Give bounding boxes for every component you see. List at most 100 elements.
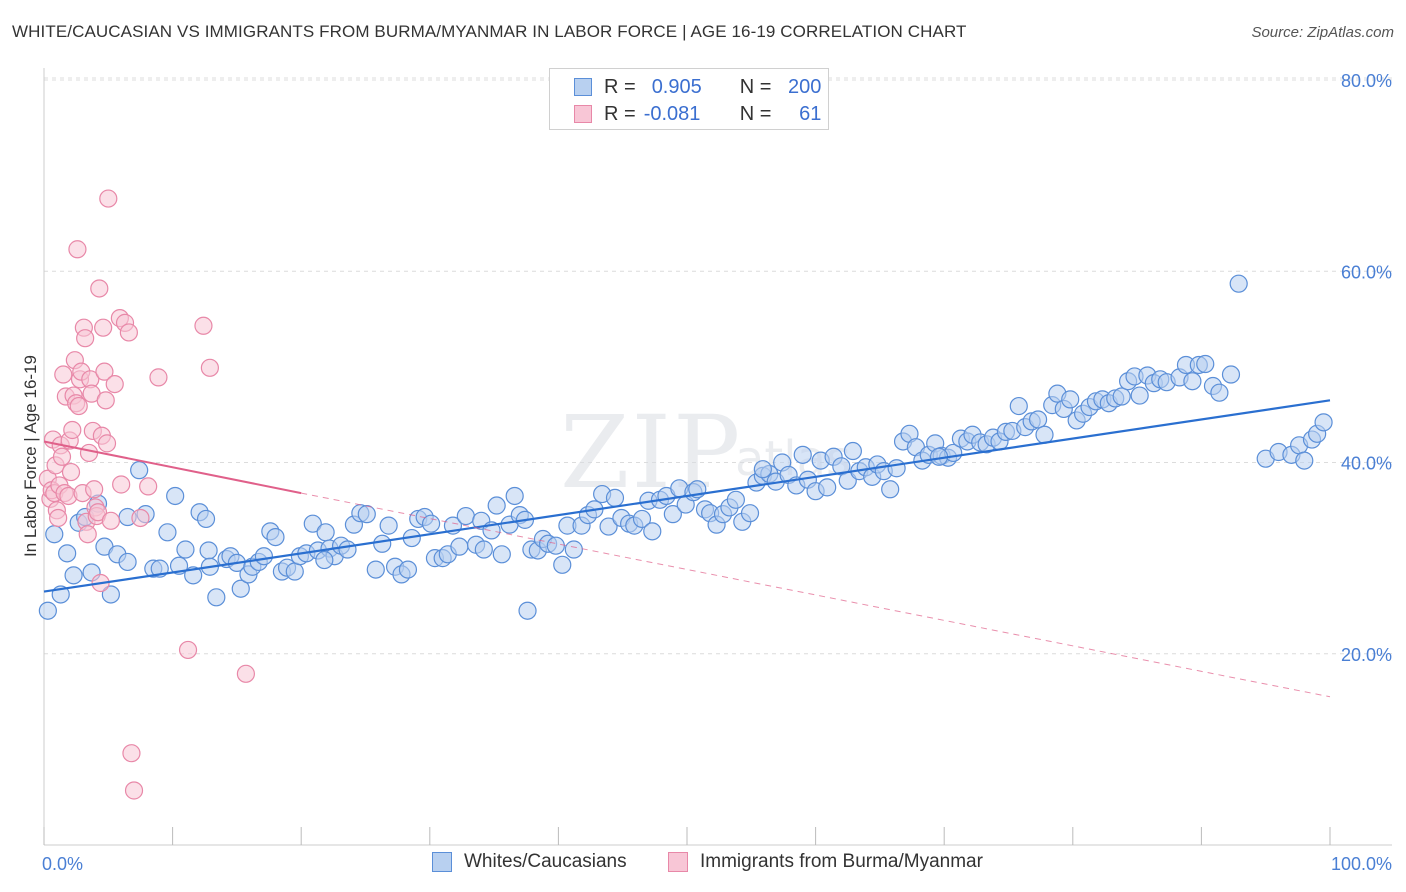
point-white [505,486,524,506]
point-burma [61,462,81,482]
legend-n-value: 200 [788,75,822,98]
point-white [553,555,572,574]
point-white [166,486,185,506]
point-white [487,496,506,515]
legend-r-label: R = [604,75,636,98]
point-white [1229,274,1248,293]
point-burma [139,477,158,496]
bottom-legend-label: Immigrants from Burma/Myanmar [700,851,983,872]
x-tick-label-max: 100.0% [1331,854,1392,874]
bottom-legend-label: Whites/Caucasians [464,851,627,872]
trend-line-burma [43,440,302,495]
point-white [176,540,195,559]
point-white [456,506,475,526]
point-burma [236,664,256,683]
point-white [881,480,900,499]
point-white [316,523,335,542]
point-white [843,441,862,461]
point-burma [49,508,68,528]
point-white [58,544,77,563]
point-white [663,505,682,524]
point-white [643,522,662,541]
point-white [546,536,565,555]
point-burma [52,447,72,466]
point-burma [97,434,117,453]
point-white [1028,410,1048,429]
point-burma [54,365,73,384]
point-white [564,540,583,559]
trend-line-burma-extension [301,492,1331,698]
point-white [101,585,120,604]
point-white [450,537,469,556]
point-white [373,534,392,553]
point-burma [78,525,97,544]
point-burma [95,362,114,381]
point-white [1009,396,1028,416]
legend-r-label: R = [604,102,636,125]
point-white [199,541,218,560]
y-axis-label: In Labor Force | Age 16-19 [21,355,40,557]
point-burma [122,744,141,763]
point-white [38,601,57,620]
point-white [1130,386,1149,405]
point-white [1183,372,1202,391]
y-tick-label: 80.0% [1341,71,1392,91]
tick-labels: 20.0% 40.0% 60.0% 80.0% 0.0% 100.0% [42,71,1392,874]
scatter-points [38,189,1333,800]
point-white [1196,354,1215,374]
legend-r-value: -0.081 [643,102,701,125]
point-white [887,459,906,478]
point-white [45,525,64,544]
point-burma [178,640,198,660]
point-burma [124,781,144,800]
point-burma [85,480,104,499]
point-white [740,504,760,523]
point-white [303,514,322,533]
point-burma [105,374,124,394]
point-burma [131,508,150,528]
point-white [158,523,177,542]
point-burma [194,316,213,335]
point-white [1061,390,1080,409]
point-burma [76,329,95,348]
legend: R = 0.905 N = 200 R = -0.081 N = 61 [549,68,829,130]
point-white [315,550,334,570]
point-white [398,560,418,579]
point-white [266,527,285,547]
point-burma [112,475,131,494]
point-burma [90,279,109,298]
point-white [1210,383,1229,402]
point-white [231,579,250,598]
y-tick-label: 60.0% [1341,262,1392,282]
point-white [196,509,216,529]
legend-n-value: 61 [799,102,822,125]
point-burma [99,189,118,208]
legend-row-burma: R = -0.081 N = 61 [574,101,821,127]
point-white [474,540,493,559]
point-burma [88,503,108,522]
point-burma [101,511,120,530]
point-white [357,505,376,524]
point-white [1112,387,1131,406]
point-white [64,566,83,585]
point-burma [68,240,87,259]
y-tick-label: 20.0% [1341,645,1392,665]
bottom-legend-whites: Whites/Caucasians [432,851,627,873]
legend-swatch-pink [574,105,592,123]
chart-title: WHITE/CAUCASIAN VS IMMIGRANTS FROM BURMA… [12,22,967,41]
point-white [379,516,398,535]
point-white [518,601,537,620]
legend-swatch-blue [574,78,592,96]
trend-line-whites [43,399,1331,593]
point-white [366,560,385,579]
point-burma [200,358,219,377]
axes [43,68,1392,846]
bottom-legend-swatch-pink [668,852,688,872]
bottom-legend: Whites/Caucasians Immigrants from Burma/… [0,851,1406,879]
bottom-legend-swatch-blue [432,852,452,872]
point-white [1295,451,1314,470]
point-burma [149,368,168,387]
x-tick-label-min: 0.0% [42,854,83,874]
point-white [254,547,274,566]
